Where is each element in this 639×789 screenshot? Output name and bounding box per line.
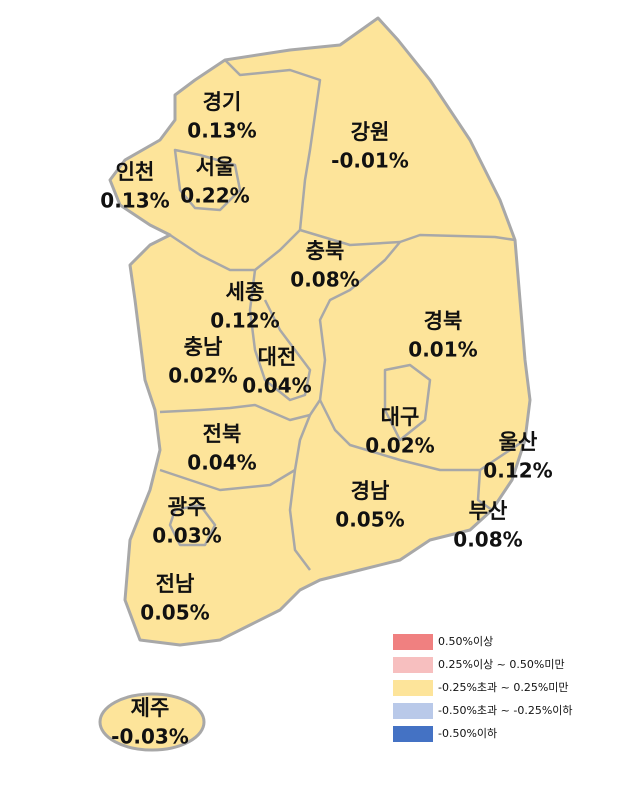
region-name: 경북 <box>424 309 463 333</box>
legend-swatch <box>393 726 433 742</box>
region-change: 0.08% <box>453 528 522 552</box>
legend-swatch <box>393 680 433 696</box>
region-name: 부산 <box>469 499 508 523</box>
region-name: 충북 <box>306 239 345 263</box>
region-change: 0.01% <box>408 338 477 362</box>
region-change: 0.08% <box>290 268 359 292</box>
legend-swatch <box>393 634 433 650</box>
region-border <box>159 468 296 492</box>
region-change: 0.02% <box>168 364 237 388</box>
region-change: 0.05% <box>140 601 209 625</box>
region-border <box>288 414 312 571</box>
region-name: 대구 <box>381 405 420 429</box>
region-change: 0.12% <box>483 459 552 483</box>
legend-swatch <box>393 703 433 719</box>
region-name: 광주 <box>168 495 207 519</box>
region-name: 전남 <box>156 572 195 596</box>
region-change: 0.04% <box>187 451 256 475</box>
region-name: 서울 <box>196 155 235 179</box>
region-name: 충남 <box>184 335 223 359</box>
region-change: 0.02% <box>365 434 434 458</box>
region-change: -0.03% <box>111 725 189 749</box>
region-change: -0.01% <box>331 149 409 173</box>
legend-label: 0.25%이상 ~ 0.50%미만 <box>438 658 565 671</box>
legend-swatch <box>393 657 433 673</box>
region-name: 제주 <box>131 696 170 720</box>
region-border <box>173 148 242 212</box>
region-name: 전북 <box>203 422 242 446</box>
region-name: 대전 <box>258 345 297 369</box>
region-border <box>383 363 432 442</box>
legend-label: -0.50%초과 ~ -0.25%이하 <box>438 703 573 717</box>
region-border <box>476 469 493 512</box>
region-change: 0.22% <box>180 184 249 208</box>
region-name: 울산 <box>499 430 538 454</box>
region-name: 경기 <box>203 90 242 114</box>
legend-label: 0.50%이상 <box>438 635 493 648</box>
region-name: 경남 <box>351 479 390 503</box>
region-change: 0.04% <box>242 374 311 398</box>
region-border <box>169 59 322 272</box>
legend-label: -0.25%초과 ~ 0.25%미만 <box>438 681 569 694</box>
region-name: 강원 <box>351 120 390 144</box>
legend-label: -0.50%이하 <box>438 726 497 740</box>
region-border <box>299 228 516 247</box>
region-change: 0.13% <box>187 119 256 143</box>
region-change: 0.12% <box>210 309 279 333</box>
region-border <box>248 269 312 402</box>
region-change: 0.05% <box>335 508 404 532</box>
region-name: 세종 <box>226 280 265 304</box>
region-change: 0.13% <box>100 189 169 213</box>
jeju-island <box>98 692 206 752</box>
region-change: 0.03% <box>152 524 221 548</box>
region-name: 인천 <box>116 160 155 184</box>
region-border <box>168 503 217 547</box>
